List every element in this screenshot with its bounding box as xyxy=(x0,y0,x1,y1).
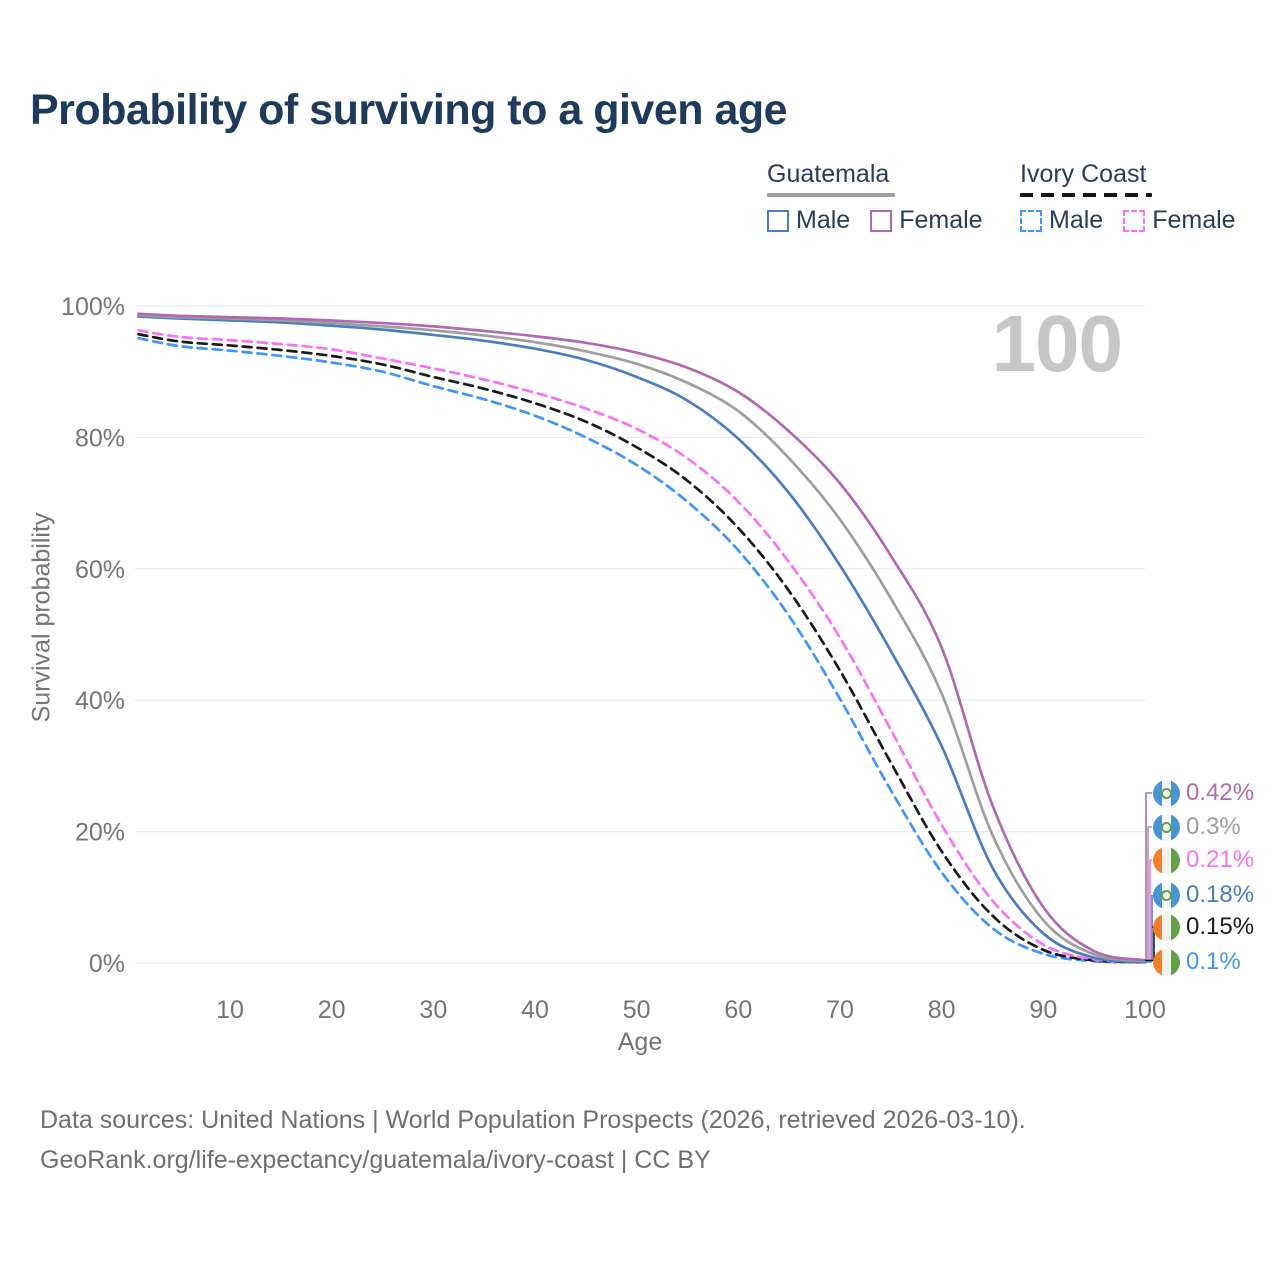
y-axis-title: Survival probability xyxy=(27,512,56,723)
x-tick-label: 100 xyxy=(1124,996,1166,1024)
series-line-ivory-coast-male xyxy=(137,336,1147,964)
legend-group-label[interactable]: Ivory Coast xyxy=(1020,160,1147,188)
leader-line xyxy=(1145,895,1153,962)
series-line-guatemala-female xyxy=(137,312,1147,962)
x-tick-label: 70 xyxy=(826,996,854,1024)
y-tick-label: 60% xyxy=(75,556,125,584)
legend-item-guatemala-male[interactable]: Male xyxy=(767,206,850,235)
footer-attribution-link: GeoRank.org/life-expectancy/guatemala/iv… xyxy=(40,1146,711,1174)
legend-item-label: Male xyxy=(1049,206,1104,234)
legend-item-ivory-coast-female[interactable]: Female xyxy=(1123,206,1236,235)
end-label-ivory-coast: 0.15% xyxy=(1153,913,1254,941)
ivory-coast-flag-icon xyxy=(1153,846,1180,874)
legend-item-label: Female xyxy=(899,206,983,234)
x-tick-label: 80 xyxy=(928,996,956,1024)
end-label-guatemala-male: 0.18% xyxy=(1153,881,1254,909)
end-label-value: 0.42% xyxy=(1186,779,1255,806)
guatemala-flag-icon xyxy=(1153,813,1180,841)
series-line-ivory-coast xyxy=(137,332,1147,964)
leader-line xyxy=(1145,859,1152,962)
x-tick-label: 60 xyxy=(724,996,752,1024)
legend-item-ivory-coast-male[interactable]: Male xyxy=(1020,206,1103,235)
legend-swatch-ivory-coast-male xyxy=(1020,209,1042,232)
series-line-ivory-coast-female xyxy=(137,328,1147,963)
legend-item-label: Male xyxy=(796,206,851,234)
page-title: Probability of surviving to a given age xyxy=(30,86,788,134)
end-label-ivory-coast-female: 0.21% xyxy=(1153,846,1254,874)
leader-line xyxy=(1145,792,1152,962)
guatemala-emblem-icon xyxy=(1161,821,1172,833)
legend-item-guatemala-female[interactable]: Female xyxy=(870,206,983,235)
legend-group-ivory-coast: Ivory Coast Male Female xyxy=(1020,160,1236,235)
series-line-guatemala xyxy=(137,313,1147,963)
ivory-coast-flag-icon xyxy=(1153,913,1180,941)
guatemala-flag-icon xyxy=(1153,779,1180,807)
legend-group-label[interactable]: Guatemala xyxy=(767,160,890,188)
x-tick-label: 90 xyxy=(1029,996,1057,1024)
guatemala-emblem-icon xyxy=(1161,787,1172,799)
x-tick-label: 40 xyxy=(521,996,549,1024)
guatemala-flag-icon xyxy=(1153,881,1180,909)
x-tick-label: 30 xyxy=(419,996,447,1024)
y-tick-label: 20% xyxy=(75,819,125,847)
end-label-ivory-coast-male: 0.1% xyxy=(1153,948,1241,976)
y-tick-label: 0% xyxy=(89,950,125,978)
y-tick-label: 80% xyxy=(75,424,125,452)
legend-item-label: Female xyxy=(1152,206,1236,234)
y-tick-label: 100% xyxy=(61,293,125,321)
leader-line xyxy=(1145,826,1152,962)
x-tick-label: 10 xyxy=(216,996,244,1024)
end-label-value: 0.15% xyxy=(1186,913,1255,940)
series-line-guatemala-male xyxy=(137,315,1147,964)
legend-underline-solid xyxy=(767,193,895,197)
legend-swatch-ivory-coast-female xyxy=(1123,209,1146,232)
guatemala-emblem-icon xyxy=(1161,889,1172,901)
legend-underline-dashed xyxy=(1020,193,1152,197)
y-tick-label: 40% xyxy=(75,687,125,715)
ivory-coast-flag-icon xyxy=(1153,948,1180,976)
legend-group-guatemala: Guatemala Male Female xyxy=(767,160,983,235)
footer-data-sources: Data sources: United Nations | World Pop… xyxy=(40,1106,1026,1134)
end-label-value: 0.18% xyxy=(1186,881,1255,908)
x-axis-title: Age xyxy=(617,1028,663,1056)
end-label-value: 0.1% xyxy=(1186,948,1241,975)
end-label-value: 0.3% xyxy=(1186,813,1241,840)
x-tick-label: 20 xyxy=(318,996,346,1024)
watermark-age-100: 100 xyxy=(991,299,1123,388)
end-label-guatemala-female: 0.42% xyxy=(1153,779,1254,807)
end-label-value: 0.21% xyxy=(1186,846,1255,873)
end-label-guatemala: 0.3% xyxy=(1153,813,1241,841)
legend-swatch-guatemala-male xyxy=(767,209,789,232)
x-tick-label: 50 xyxy=(623,996,651,1024)
legend-swatch-guatemala-female xyxy=(870,209,893,232)
